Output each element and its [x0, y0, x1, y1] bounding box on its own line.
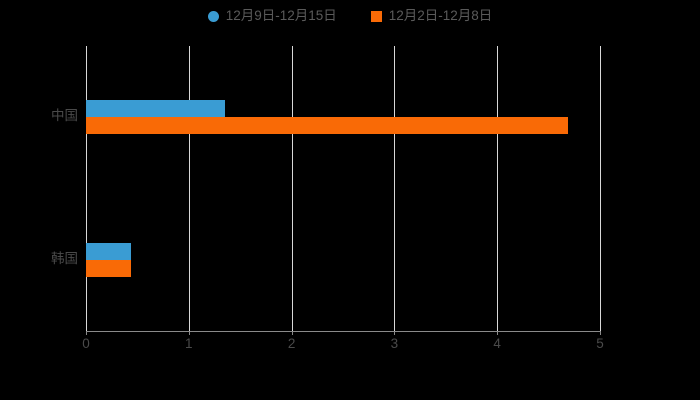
legend-item-series-2[interactable]: 12月2日-12月8日	[370, 8, 493, 24]
legend-label-series-2: 12月2日-12月8日	[388, 8, 493, 24]
legend-square-marker-icon	[370, 10, 382, 22]
bar-series-2-cat-1[interactable]	[86, 117, 569, 135]
legend-label-series-1: 12月9日-12月15日	[225, 8, 337, 24]
bar-series-1-cat-2[interactable]	[86, 242, 132, 260]
x-tick-label-1: 1	[185, 336, 193, 351]
category-label-2: 韩国	[51, 250, 78, 266]
bar-series-2-cat-2[interactable]	[86, 259, 132, 277]
x-tick-mark-1	[188, 331, 190, 335]
x-tick-label-2: 2	[287, 336, 296, 351]
x-tick-label-3: 3	[390, 336, 399, 351]
gridline-x-1	[188, 46, 190, 331]
x-tick-mark-2	[291, 331, 293, 335]
plot-area	[86, 46, 601, 331]
x-tick-mark-5	[600, 331, 601, 335]
gridline-x-5	[600, 46, 601, 331]
x-tick-label-0: 0	[82, 336, 90, 351]
x-axis-line	[86, 331, 601, 332]
legend-item-series-1[interactable]: 12月9日-12月15日	[207, 8, 337, 24]
gridline-x-4	[497, 46, 499, 331]
legend-circle-marker-icon	[207, 10, 219, 22]
chart-legend: 12月9日-12月15日 12月2日-12月8日	[0, 4, 700, 28]
x-tick-mark-3	[394, 331, 396, 335]
x-tick-mark-0	[86, 331, 87, 335]
category-label-1: 中国	[51, 108, 78, 124]
gridline-x-0	[86, 46, 87, 331]
gridline-x-2	[291, 46, 293, 331]
x-tick-label-4: 4	[493, 336, 501, 351]
bar-series-1-cat-1[interactable]	[86, 100, 225, 118]
gridline-x-3	[394, 46, 396, 331]
x-tick-mark-4	[497, 331, 499, 335]
x-tick-label-5: 5	[596, 336, 604, 351]
